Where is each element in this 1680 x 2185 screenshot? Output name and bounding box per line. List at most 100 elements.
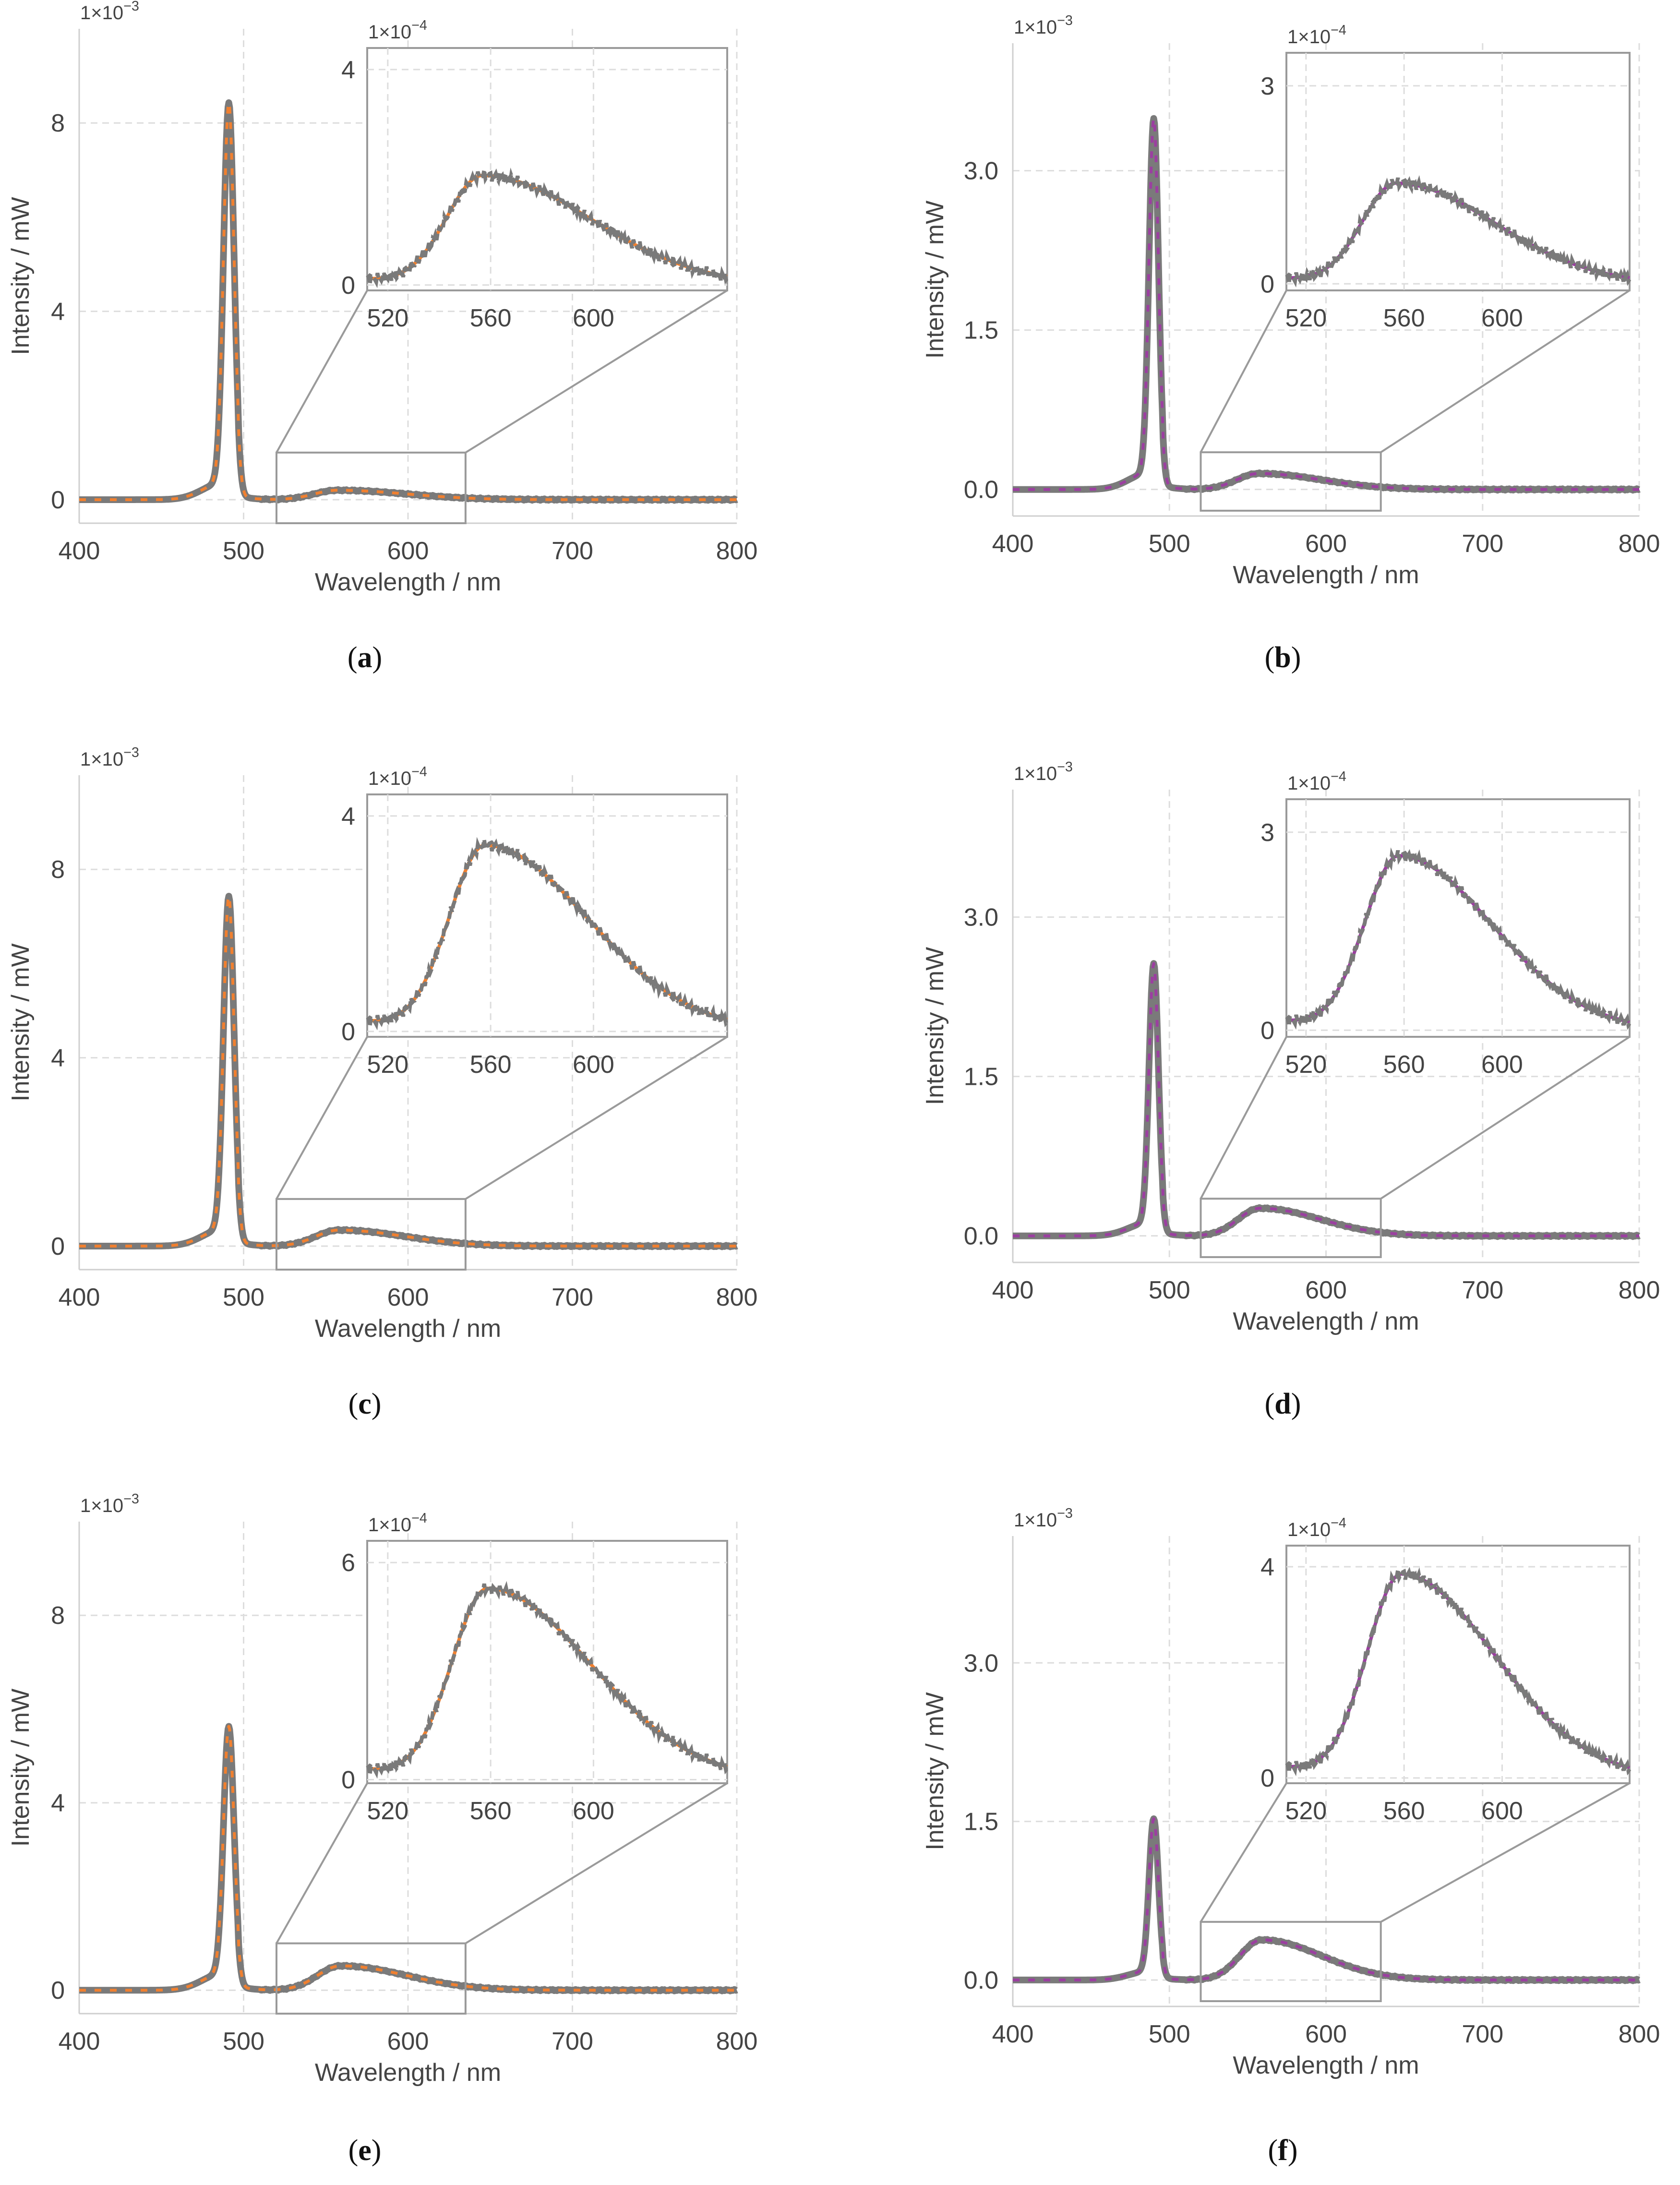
inset-x-tick-label: 600 xyxy=(573,1797,614,1825)
zoom-region-box xyxy=(276,451,467,524)
panel-caption-e: (e) xyxy=(348,2134,382,2167)
fitted-spectrum-line xyxy=(78,1725,738,1992)
zoom-region-box xyxy=(1200,1921,1382,2002)
zoom-connector-right xyxy=(1380,1036,1631,1200)
fitted-spectrum-line xyxy=(1012,962,1640,1237)
panel-caption-a: (a) xyxy=(348,641,382,674)
inset-c: 520 560 600 0 4 1×10−4 xyxy=(341,764,729,1079)
x-axis-label: Wavelength / nm xyxy=(315,568,501,596)
inset-x-tick-label: 600 xyxy=(1481,1051,1523,1079)
panel-b: 400 500 600 700 800 0.0 1.5 3.0 Wavelength / nm I… xyxy=(921,13,1660,674)
inset-y-tick-label: 0 xyxy=(1260,1765,1274,1792)
y-multiplier: 1×10−3 xyxy=(80,1491,139,1516)
x-tick-label: 800 xyxy=(1619,1276,1660,1304)
x-tick-label: 500 xyxy=(223,537,264,565)
x-tick-label: 400 xyxy=(59,2028,100,2055)
y-tick-label: 0.0 xyxy=(964,1223,998,1250)
y-tick-label: 1.5 xyxy=(964,1063,998,1091)
inset-x-tick-label: 600 xyxy=(1481,304,1523,332)
inset-y-multiplier: 1×10−4 xyxy=(368,18,427,43)
y-axis-label: Intensity / mW xyxy=(921,947,949,1105)
zoom-connector-right xyxy=(465,1782,728,1945)
fitted-spectrum-line xyxy=(78,101,738,501)
inset-measured-line xyxy=(1285,847,1632,1030)
fitted-spectrum-line xyxy=(78,895,738,1248)
inset-f: 520 560 600 0 4 1×10−4 xyxy=(1260,1515,1632,1825)
inset-x-tick-label: 600 xyxy=(573,1051,614,1079)
x-tick-label: 500 xyxy=(223,1284,264,1311)
inset-y-tick-label: 0 xyxy=(1260,270,1274,298)
inset-y-multiplier: 1×10−4 xyxy=(1287,1515,1346,1540)
x-tick-label: 600 xyxy=(1305,530,1347,558)
zoom-connector-left xyxy=(276,290,368,453)
y-tick-label: 4 xyxy=(51,1789,65,1817)
x-tick-label: 700 xyxy=(1462,1276,1503,1304)
y-tick-label: 0.0 xyxy=(964,476,998,504)
x-tick-label: 700 xyxy=(1462,530,1503,558)
x-tick-label: 600 xyxy=(387,2028,429,2055)
y-tick-label: 1.5 xyxy=(964,317,998,345)
x-tick-label: 800 xyxy=(716,537,758,565)
inset-x-tick-label: 560 xyxy=(1383,1797,1425,1825)
x-tick-label: 400 xyxy=(59,1284,100,1311)
inset-x-tick-label: 560 xyxy=(470,304,512,332)
y-multiplier: 1×10−3 xyxy=(80,745,139,770)
zoom-connector-left xyxy=(276,1036,368,1200)
inset-e: 520 560 600 0 6 1×10−4 xyxy=(341,1511,729,1825)
panel-caption-c: (c) xyxy=(348,1388,382,1420)
y-tick-label: 0 xyxy=(51,1233,65,1261)
inset-y-tick-label: 0 xyxy=(1260,1017,1274,1044)
x-tick-label: 400 xyxy=(992,1276,1034,1304)
inset-x-tick-label: 520 xyxy=(1285,1797,1327,1825)
x-tick-label: 500 xyxy=(223,2028,264,2055)
y-axis-label: Intensity / mW xyxy=(921,201,949,359)
y-tick-label: 4 xyxy=(51,298,65,326)
x-tick-label: 600 xyxy=(1305,1276,1347,1304)
y-tick-label: 0 xyxy=(51,1977,65,2005)
y-axis-label: Intensity / mW xyxy=(7,943,35,1101)
inset-measured-line xyxy=(366,1581,729,1779)
zoom-connector-right xyxy=(1380,1782,1630,1923)
inset-y-multiplier: 1×10−4 xyxy=(368,764,427,789)
y-tick-label: 3.0 xyxy=(964,904,998,932)
x-tick-label: 800 xyxy=(716,2028,758,2055)
zoom-region-box xyxy=(276,1198,467,1271)
inset-measured-line xyxy=(1285,175,1632,288)
inset-b: 520 560 600 0 3 1×10−4 xyxy=(1260,23,1632,332)
x-tick-label: 500 xyxy=(1149,2020,1190,2048)
inset-y-tick-label: 3 xyxy=(1260,819,1274,847)
inset-x-tick-label: 520 xyxy=(367,304,408,332)
y-multiplier: 1×10−3 xyxy=(1014,1506,1073,1531)
x-tick-label: 700 xyxy=(552,537,593,565)
y-tick-label: 1.5 xyxy=(964,1808,998,1836)
x-tick-label: 400 xyxy=(992,530,1034,558)
panel-f: 400 500 600 700 800 0.0 1.5 3.0 Wavelength / nm I… xyxy=(921,1506,1660,2167)
measured-spectrum-line xyxy=(1010,115,1642,494)
zoom-connector-left xyxy=(1200,1036,1287,1200)
fitted-spectrum-line xyxy=(1012,117,1640,491)
x-tick-label: 700 xyxy=(552,2028,593,2055)
inset-y-tick-label: 0 xyxy=(341,1766,355,1794)
zoom-connector-left xyxy=(1200,1782,1287,1922)
x-tick-label: 400 xyxy=(992,2020,1034,2048)
y-tick-label: 0.0 xyxy=(964,1967,998,1994)
zoom-region-box xyxy=(276,1942,467,2015)
inset-y-multiplier: 1×10−4 xyxy=(1287,23,1346,48)
x-tick-label: 500 xyxy=(1149,1276,1190,1304)
zoom-region-box xyxy=(1200,1198,1382,1258)
inset-y-tick-label: 4 xyxy=(341,56,355,84)
panel-c: 400 500 600 700 800 0 4 8 Wavelength / nm Intensi… xyxy=(7,745,757,1420)
y-axis-label: Intensity / mW xyxy=(7,197,35,355)
panel-caption-f: (f) xyxy=(1268,2134,1298,2167)
x-tick-label: 700 xyxy=(552,1284,593,1311)
zoom-connector-right xyxy=(1380,289,1631,453)
inset-x-tick-label: 600 xyxy=(1481,1797,1523,1825)
zoom-region-box xyxy=(1200,451,1382,512)
y-tick-label: 3.0 xyxy=(964,157,998,185)
x-tick-label: 800 xyxy=(1619,2020,1660,2048)
y-multiplier: 1×10−3 xyxy=(80,0,139,24)
zoom-connector-left xyxy=(276,1783,368,1944)
x-axis-label: Wavelength / nm xyxy=(1233,2052,1419,2079)
panel-caption-d: (d) xyxy=(1265,1388,1301,1420)
x-axis-label: Wavelength / nm xyxy=(315,1315,501,1343)
